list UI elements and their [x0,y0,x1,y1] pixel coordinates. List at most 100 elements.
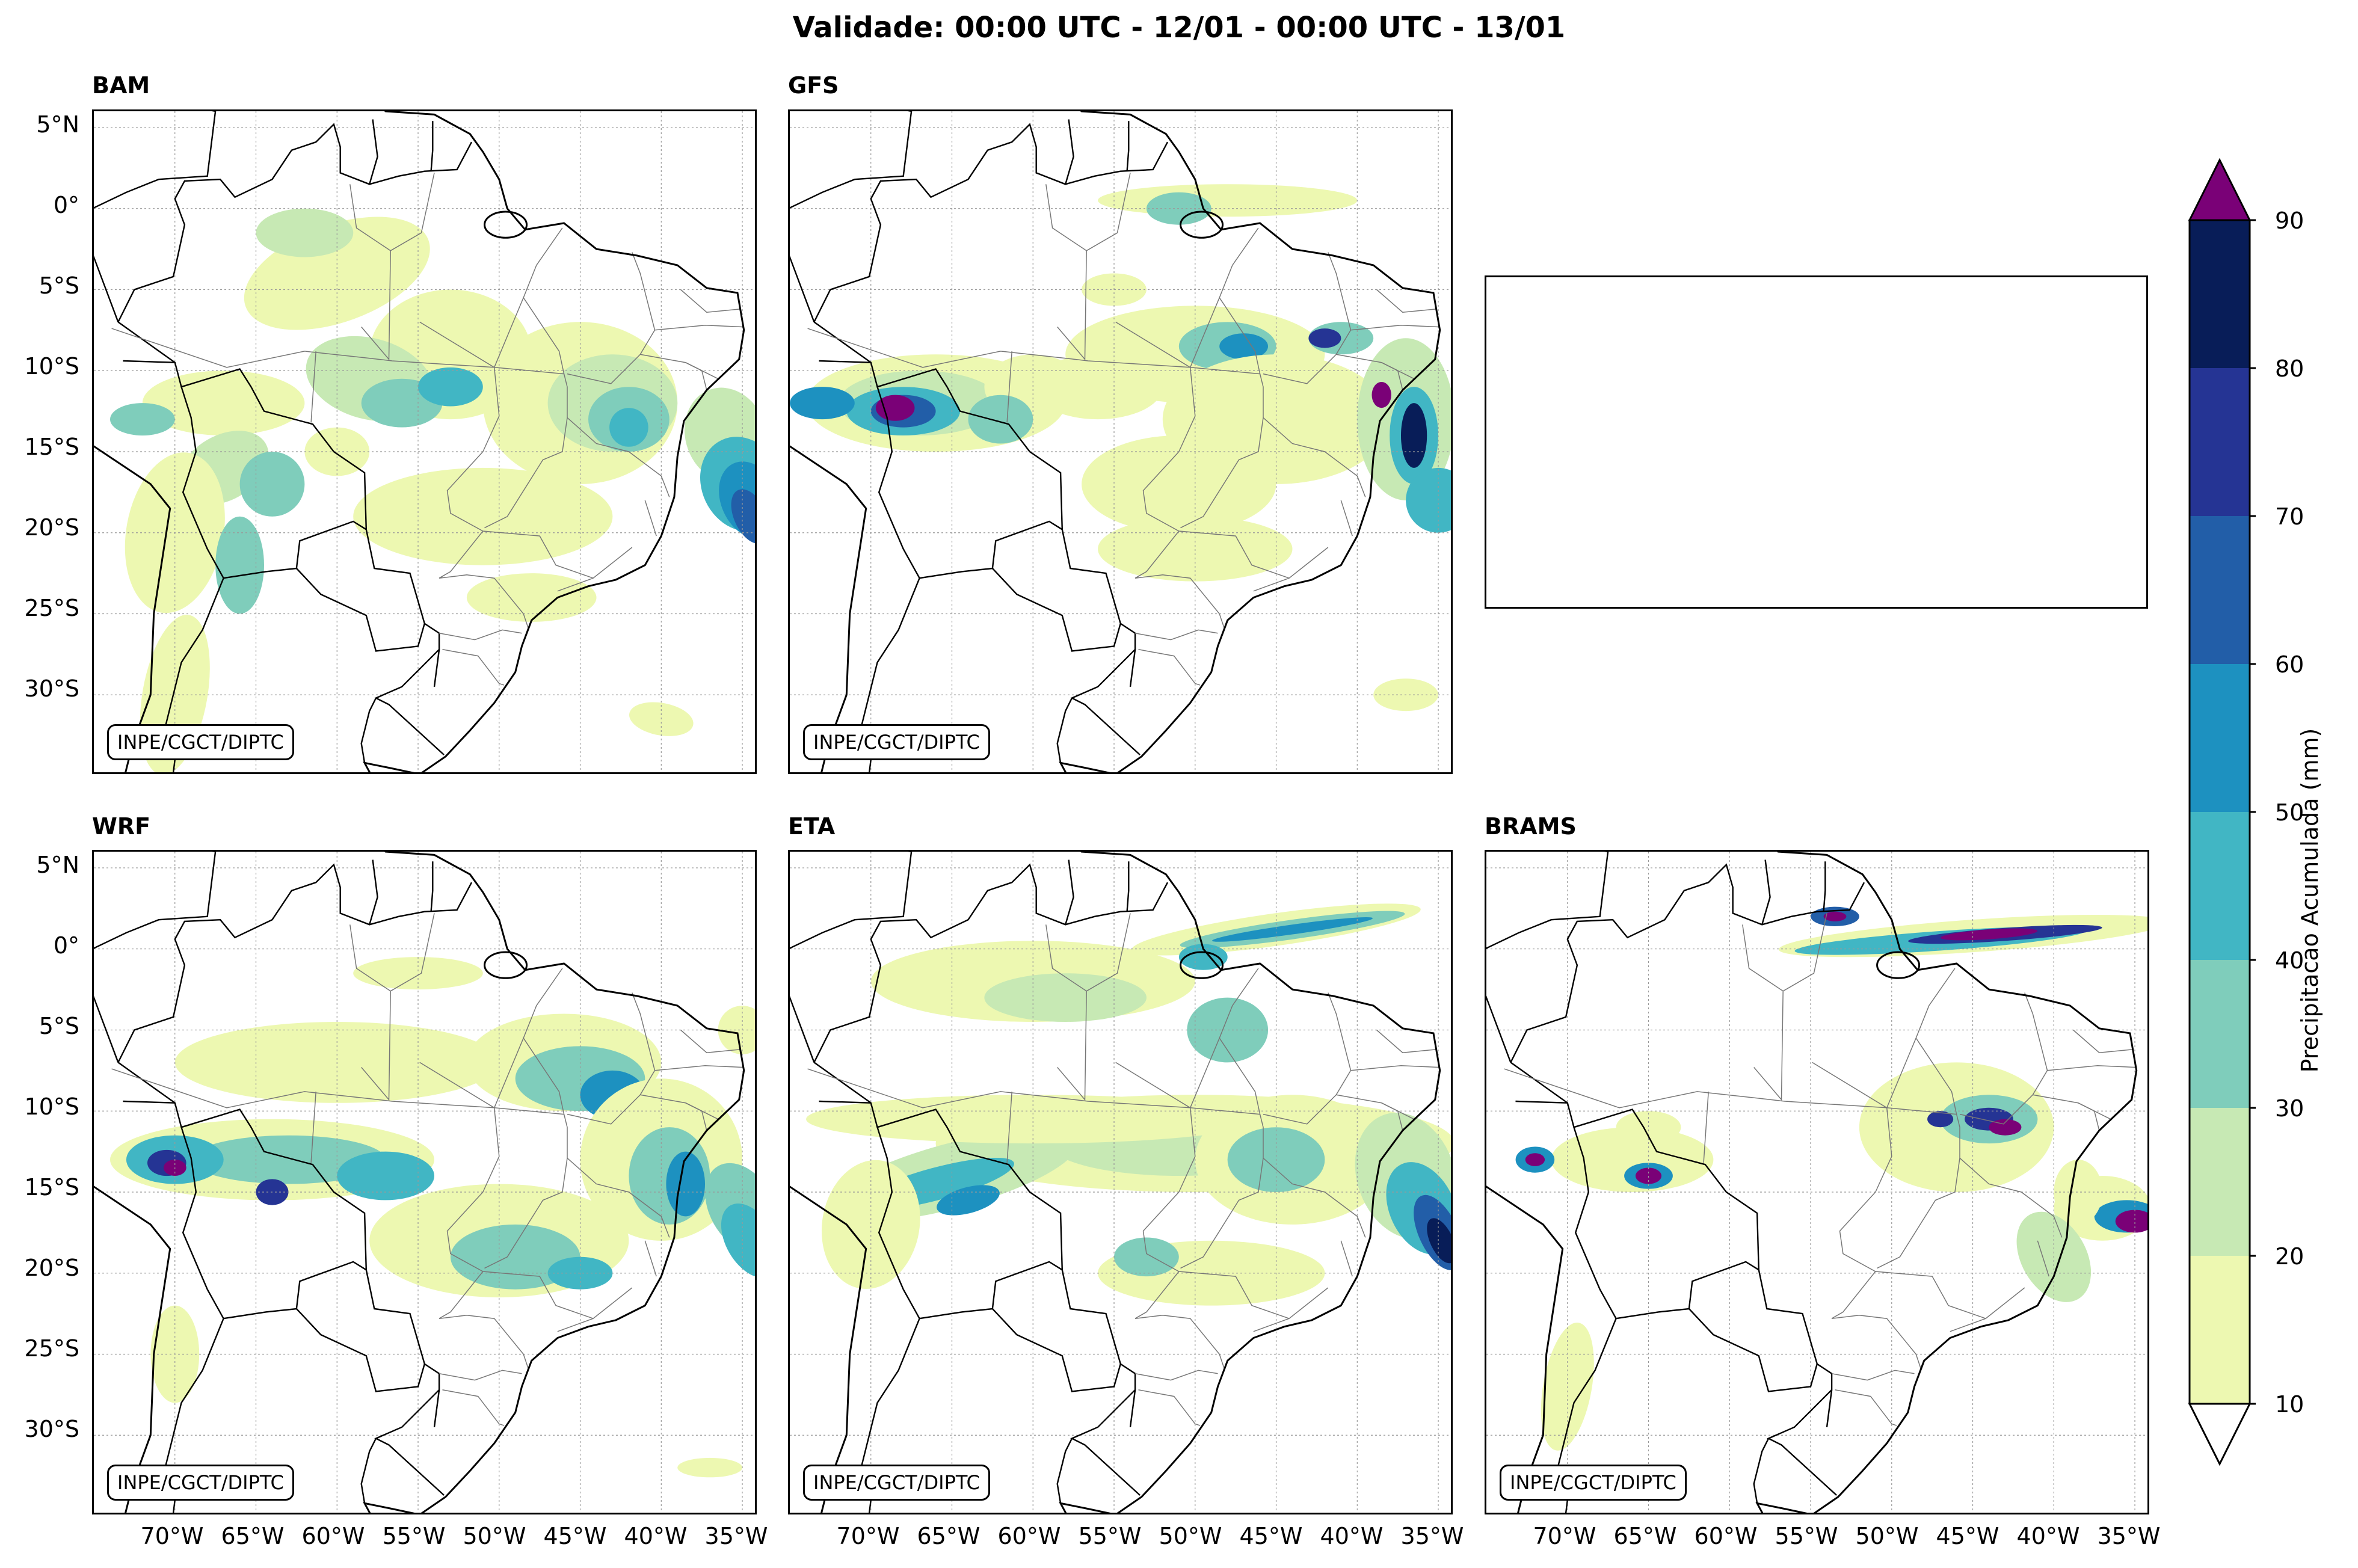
state-border [2047,1065,2135,1071]
colorbar-segment [2190,516,2250,664]
map-canvas [94,852,755,1513]
country-border [164,1318,224,1513]
colorbar-extend-min [2188,1403,2252,1466]
country-border [991,520,1063,569]
country-border [1510,863,1865,1063]
country-border [430,121,434,171]
panel-title-eta: ETA [788,813,836,840]
country-border [94,995,119,1063]
country-border [1126,121,1130,171]
state-border [1138,649,1201,686]
marajo-island [1876,951,1921,979]
precipitation-field [110,957,755,1478]
lon-label: 35°W [2097,1523,2161,1549]
gridlines [1486,852,2147,1513]
lon-label: 50°W [1855,1523,1919,1549]
coastline [790,852,1441,1513]
state-border [1190,968,1259,1108]
precip-contour [937,1185,1000,1216]
precip-contour [609,408,648,447]
colorbar-segment [2190,1256,2250,1404]
precip-contour [1551,1127,1714,1192]
colorbar-tick: 60 [2275,651,2304,678]
map-panel-brams: INPE/CGCT/DIPTC [1485,850,2149,1514]
state-border [1950,1287,2025,1332]
state-border [1350,325,1439,331]
lat-label: 10°S [24,353,79,380]
colorbar-segment [2190,960,2250,1108]
lon-label: 65°W [917,1523,980,1549]
precipitation-field [790,184,1451,712]
state-border [484,297,568,529]
precip-contour [1401,403,1427,468]
lon-label: 50°W [463,1523,526,1549]
lon-label: 35°W [1400,1523,1464,1549]
marajo-island [1180,951,1224,979]
state-border [1006,1091,1012,1163]
lon-label: 70°W [836,1523,900,1549]
state-border [1350,1065,1439,1071]
country-border [1486,995,1512,1063]
state-border [442,649,505,686]
lat-label: 10°S [24,1093,79,1120]
state-border [2037,1240,2049,1277]
panel-title-brams: BRAMS [1485,813,1577,840]
precipitation-field [806,903,1451,1306]
precip-contour [1114,1237,1179,1277]
precip-contour [968,395,1033,444]
state-border [1263,1157,1366,1238]
precipitation-field [110,208,755,772]
precip-contour [731,489,755,544]
state-border [442,1389,505,1426]
country-border [433,1389,440,1427]
lon-label: 55°W [1775,1523,1838,1549]
country-border [1065,119,1074,185]
state-border [680,289,741,313]
state-border [484,1038,568,1269]
state-border [557,1287,633,1332]
state-border [2033,1094,2111,1120]
precip-contour [2115,1210,2147,1233]
map-panel-gfs: INPE/CGCT/DIPTC [788,109,1453,774]
state-border [1134,530,1225,629]
state-border [1703,1091,1709,1163]
state-border [640,354,718,380]
precip-contour [1989,1119,2022,1136]
state-border [1831,1370,1915,1381]
map-panel-wrf: INPE/CGCT/DIPTC [92,850,757,1514]
country-border [369,119,378,185]
panel-title-gfs: GFS [788,72,839,99]
country-border [860,577,920,772]
precip-contour [304,427,370,476]
state-border [349,924,391,1101]
country-border [813,321,1141,755]
colorbar [2188,158,2256,1466]
state-border [1006,351,1012,423]
country-border [790,255,815,322]
precip-contour [337,1151,434,1201]
state-border [1086,913,1131,992]
country-border [1823,861,1826,912]
precip-contour [1082,435,1276,533]
country-border [433,649,440,687]
state-border [1376,289,1437,313]
lon-label: 65°W [221,1523,285,1549]
country-border [1126,861,1130,912]
lon-label: 40°W [624,1523,688,1549]
state-border [439,1370,522,1381]
state-border [1115,321,1290,579]
state-border [567,417,670,497]
country-border [790,852,913,949]
country-border [1753,1438,1770,1504]
lon-label: 45°W [1936,1523,1999,1549]
precip-contour [1187,997,1269,1063]
precipitation-field [1515,906,2147,1451]
colorbar-tick: 90 [2275,208,2304,234]
coastline [1486,852,2138,1513]
state-border [494,227,563,368]
state-border [1877,1038,1960,1269]
state-border [310,351,316,423]
precip-contour [1098,184,1358,217]
lon-label: 35°W [704,1523,768,1549]
